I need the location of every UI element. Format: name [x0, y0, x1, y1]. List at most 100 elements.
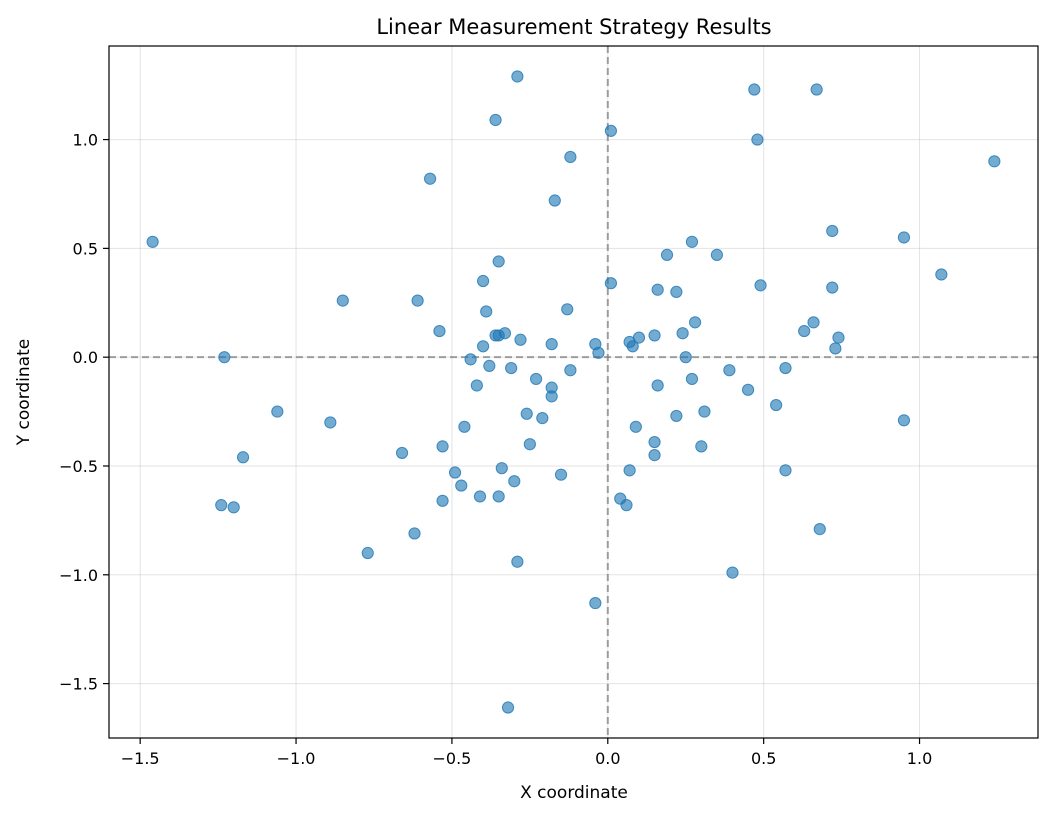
data-point [411, 294, 424, 307]
x-tick-label: −1.0 [277, 749, 316, 768]
data-point [455, 479, 468, 492]
data-point [511, 555, 524, 568]
data-point [529, 372, 543, 386]
data-point [626, 340, 639, 353]
data-point [227, 501, 240, 514]
data-point [685, 372, 699, 386]
data-point [480, 305, 493, 318]
data-point [754, 279, 767, 292]
data-point [695, 440, 708, 453]
data-point [897, 414, 911, 427]
data-point [545, 338, 558, 351]
data-point [935, 268, 948, 281]
data-point [604, 277, 618, 290]
data-point [395, 446, 409, 460]
data-point [826, 281, 839, 294]
data-point [651, 283, 664, 296]
data-point [548, 194, 561, 207]
data-point [564, 150, 577, 164]
data-point [751, 133, 764, 146]
data-point [564, 364, 577, 377]
data-point [770, 398, 783, 412]
data-point [523, 438, 536, 451]
data-point [495, 462, 508, 475]
data-point [988, 155, 1001, 168]
data-point [324, 416, 337, 429]
y-axis-label: Y coordinate [14, 339, 34, 446]
data-point [505, 361, 518, 375]
y-tick-label: −0.5 [59, 457, 98, 476]
y-axis-ticks: −1.5 −1.0 −0.5 0.0 0.5 1.0 [59, 131, 109, 694]
y-tick-label: 1.0 [73, 131, 98, 150]
data-point [688, 316, 702, 329]
x-tick-label: 0.5 [751, 749, 776, 768]
data-point [779, 361, 792, 375]
x-axis-ticks: −1.5 −1.0 −0.5 0.0 0.5 1.0 [121, 738, 932, 768]
data-point [798, 324, 811, 338]
data-point [236, 451, 250, 464]
data-point [710, 248, 724, 262]
chart-title: Linear Measurement Strategy Results [376, 15, 771, 39]
data-point [361, 546, 374, 560]
data-point [215, 499, 228, 512]
x-axis-label: X coordinate [520, 783, 628, 803]
data-point [723, 364, 736, 377]
data-points [146, 70, 1001, 714]
data-point [473, 490, 487, 503]
data-point [726, 566, 739, 579]
data-point [508, 475, 521, 488]
data-point [623, 464, 636, 477]
data-point [813, 522, 826, 536]
data-point [464, 353, 477, 366]
data-point [589, 596, 602, 610]
data-point [807, 316, 820, 329]
data-point [670, 285, 683, 298]
data-point [670, 409, 683, 423]
data-point [592, 346, 605, 359]
data-point [433, 324, 446, 338]
data-point [651, 379, 664, 392]
data-point [520, 407, 533, 420]
data-point [679, 351, 692, 364]
data-point [408, 527, 421, 540]
data-point [336, 294, 349, 307]
data-point [489, 113, 502, 127]
x-tick-label: 0.0 [595, 749, 620, 768]
data-point [545, 381, 558, 394]
data-point [436, 440, 449, 453]
grid [109, 46, 1038, 738]
data-point [498, 327, 512, 340]
data-point [561, 303, 574, 316]
data-point [832, 331, 845, 344]
data-point [476, 274, 490, 288]
data-point [897, 231, 911, 244]
data-point [271, 405, 284, 418]
data-point [648, 449, 661, 462]
data-point [829, 342, 842, 355]
data-point [483, 359, 496, 372]
data-point [748, 83, 761, 96]
data-point [536, 412, 549, 425]
data-point [476, 340, 490, 353]
data-point [620, 499, 633, 512]
data-point [146, 235, 159, 248]
x-tick-label: −0.5 [432, 749, 471, 768]
data-point [629, 420, 642, 433]
data-point [423, 172, 437, 185]
data-point [604, 124, 618, 137]
data-point [660, 248, 674, 262]
data-point [492, 255, 505, 268]
data-point [470, 379, 483, 392]
y-tick-label: 0.5 [73, 239, 98, 258]
data-point [676, 327, 689, 340]
data-point [648, 435, 661, 449]
data-point [511, 70, 524, 83]
reference-lines [109, 46, 1038, 738]
data-point [685, 235, 699, 248]
data-point [458, 420, 471, 433]
data-point [741, 383, 755, 396]
data-point [554, 468, 568, 481]
data-point [632, 331, 646, 344]
data-point [648, 329, 661, 342]
